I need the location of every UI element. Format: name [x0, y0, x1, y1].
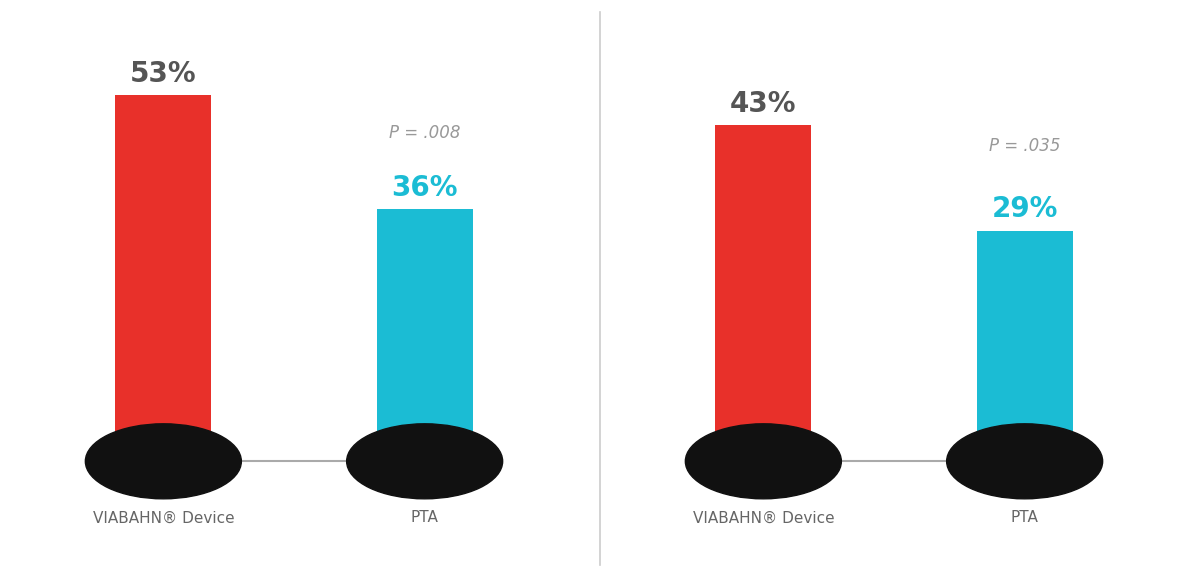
Circle shape — [947, 424, 1103, 499]
Bar — [377, 209, 473, 450]
Text: 36%: 36% — [391, 174, 458, 202]
Bar — [977, 231, 1073, 450]
Text: 53%: 53% — [130, 60, 197, 88]
Text: VIABAHN® Device: VIABAHN® Device — [92, 511, 234, 525]
Bar — [715, 125, 811, 450]
Text: VIABAHN® Device: VIABAHN® Device — [692, 511, 834, 525]
Text: PTA: PTA — [1010, 511, 1038, 525]
Circle shape — [685, 424, 841, 499]
Circle shape — [85, 424, 241, 499]
Text: PTA: PTA — [410, 511, 438, 525]
Text: 43%: 43% — [730, 89, 797, 118]
Bar — [115, 95, 211, 450]
Text: P = .035: P = .035 — [989, 137, 1061, 155]
Text: 29%: 29% — [991, 196, 1058, 223]
Circle shape — [347, 424, 503, 499]
Text: P = .008: P = .008 — [389, 124, 461, 142]
